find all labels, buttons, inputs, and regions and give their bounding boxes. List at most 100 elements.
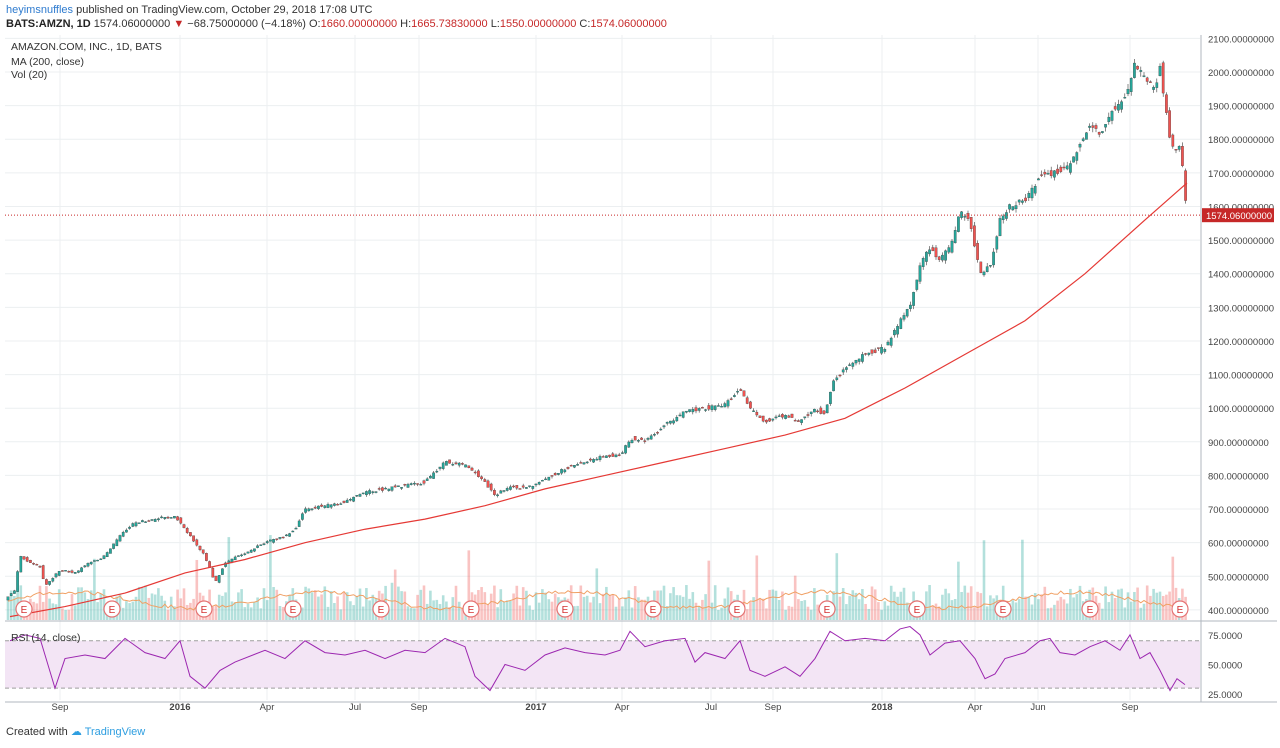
earnings-marker-circle [908, 600, 926, 618]
volume-bar [429, 590, 432, 620]
chart-area[interactable]: E E E E E E E E E E E E E E 2100.00000000 2000.0000000… [5, 34, 1277, 720]
candle-body [809, 411, 813, 415]
earnings-marker-icon[interactable]: E [195, 600, 213, 618]
candle-body [729, 398, 733, 400]
volume-bar [422, 585, 426, 620]
volume-bar [237, 592, 240, 620]
candle-body [701, 407, 704, 409]
volume-bar [281, 607, 285, 620]
candle-body [317, 505, 320, 509]
candle-body [547, 476, 551, 481]
time-tick-label: 2017 [525, 702, 546, 713]
earnings-marker-icon[interactable]: E [284, 600, 302, 618]
candle-body [1149, 81, 1152, 83]
candle-body [681, 411, 685, 418]
volume-bar [710, 602, 714, 620]
candle-body [205, 553, 208, 561]
candle-body [265, 541, 269, 544]
quote-line: BATS:AMZN, 1D 1574.06000000 ▼ −68.750000… [6, 17, 1276, 31]
earnings-marker-icon[interactable]: E [372, 600, 390, 618]
volume-bar [589, 602, 592, 620]
candle-body [592, 459, 595, 463]
time-tick-label: Apr [968, 702, 983, 713]
volume-bar [1149, 595, 1152, 620]
volume-bar [950, 600, 954, 620]
candle-body [253, 548, 256, 552]
candle-body [921, 258, 925, 267]
candle-body [1126, 89, 1130, 95]
candle-body [685, 410, 688, 413]
earnings-marker-icon[interactable]: E [994, 600, 1012, 618]
candle-body [1088, 125, 1091, 128]
volume-bar [902, 587, 906, 620]
volume-bar [333, 603, 336, 620]
symbol-label: BATS:AMZN, 1D [6, 18, 91, 30]
candle-body [1024, 197, 1027, 202]
earnings-marker-icon[interactable]: E [818, 600, 836, 618]
earnings-marker-icon[interactable]: E [1081, 600, 1099, 618]
volume-bar [685, 585, 688, 620]
candle-body [147, 520, 151, 522]
volume-bar [637, 597, 640, 620]
candle-body [16, 571, 19, 592]
candle-body [32, 563, 35, 565]
candle-body [781, 414, 784, 418]
down-arrow-icon: ▼ [173, 18, 185, 30]
earnings-marker-circle [372, 600, 390, 618]
candle-body [502, 490, 506, 492]
volume-bar [681, 596, 685, 620]
earnings-marker-icon[interactable]: E [103, 600, 121, 618]
earnings-marker-icon[interactable]: E [908, 600, 926, 618]
volume-bar [611, 594, 615, 620]
candle-body [246, 551, 250, 554]
volume-bar [621, 606, 624, 620]
volume-bar [630, 607, 634, 620]
candle-body [256, 545, 259, 548]
candle-body [230, 558, 234, 563]
earnings-marker-icon[interactable]: E [644, 600, 662, 618]
candle-body [288, 533, 291, 537]
volume-bar [925, 591, 928, 620]
candle-body [1072, 156, 1075, 163]
candle-body [1017, 199, 1021, 203]
volume-bar [861, 589, 864, 620]
candle-body [864, 353, 867, 355]
candle-body [969, 217, 973, 229]
volume-bar [672, 587, 675, 620]
author-link[interactable]: heyimsnuffles [6, 4, 74, 16]
candle-body [553, 472, 557, 476]
earnings-marker-icon[interactable]: E [462, 600, 480, 618]
chart-svg[interactable]: E E E E E E E E E E E E E E 2100.00000000 2000.0000000… [5, 34, 1277, 720]
earnings-marker-icon[interactable]: E [556, 600, 574, 618]
candle-body [1171, 134, 1175, 147]
price-tick-label: 1200.00000000 [1208, 337, 1274, 348]
candle-body [176, 516, 179, 521]
volume-bar [957, 561, 960, 620]
earnings-marker-label: E [1000, 605, 1007, 616]
time-tick-label: 2018 [871, 702, 892, 713]
tradingview-brand-link[interactable]: TradingView [84, 726, 146, 738]
volume-bar [393, 569, 397, 620]
volume-bar [720, 607, 723, 620]
volume-bar [614, 606, 618, 620]
candle-body [557, 473, 560, 475]
candle-body [1030, 187, 1034, 199]
candle-body [96, 559, 99, 562]
volume-bar [1123, 607, 1127, 620]
candle-body [845, 367, 848, 370]
candle-body [438, 466, 442, 469]
candle-body [614, 454, 618, 458]
candle-body [189, 532, 192, 537]
earnings-marker-icon[interactable]: E [15, 600, 33, 618]
candle-body [397, 485, 400, 487]
candle-body [822, 410, 826, 414]
volume-bar [358, 588, 362, 620]
candle-body [301, 513, 304, 520]
candle-body [221, 568, 224, 575]
earnings-marker-icon[interactable]: E [728, 600, 746, 618]
earnings-marker-icon[interactable]: E [1171, 600, 1189, 618]
volume-bar [867, 608, 871, 620]
open-label: O: [309, 18, 321, 30]
candle-body [649, 435, 653, 440]
